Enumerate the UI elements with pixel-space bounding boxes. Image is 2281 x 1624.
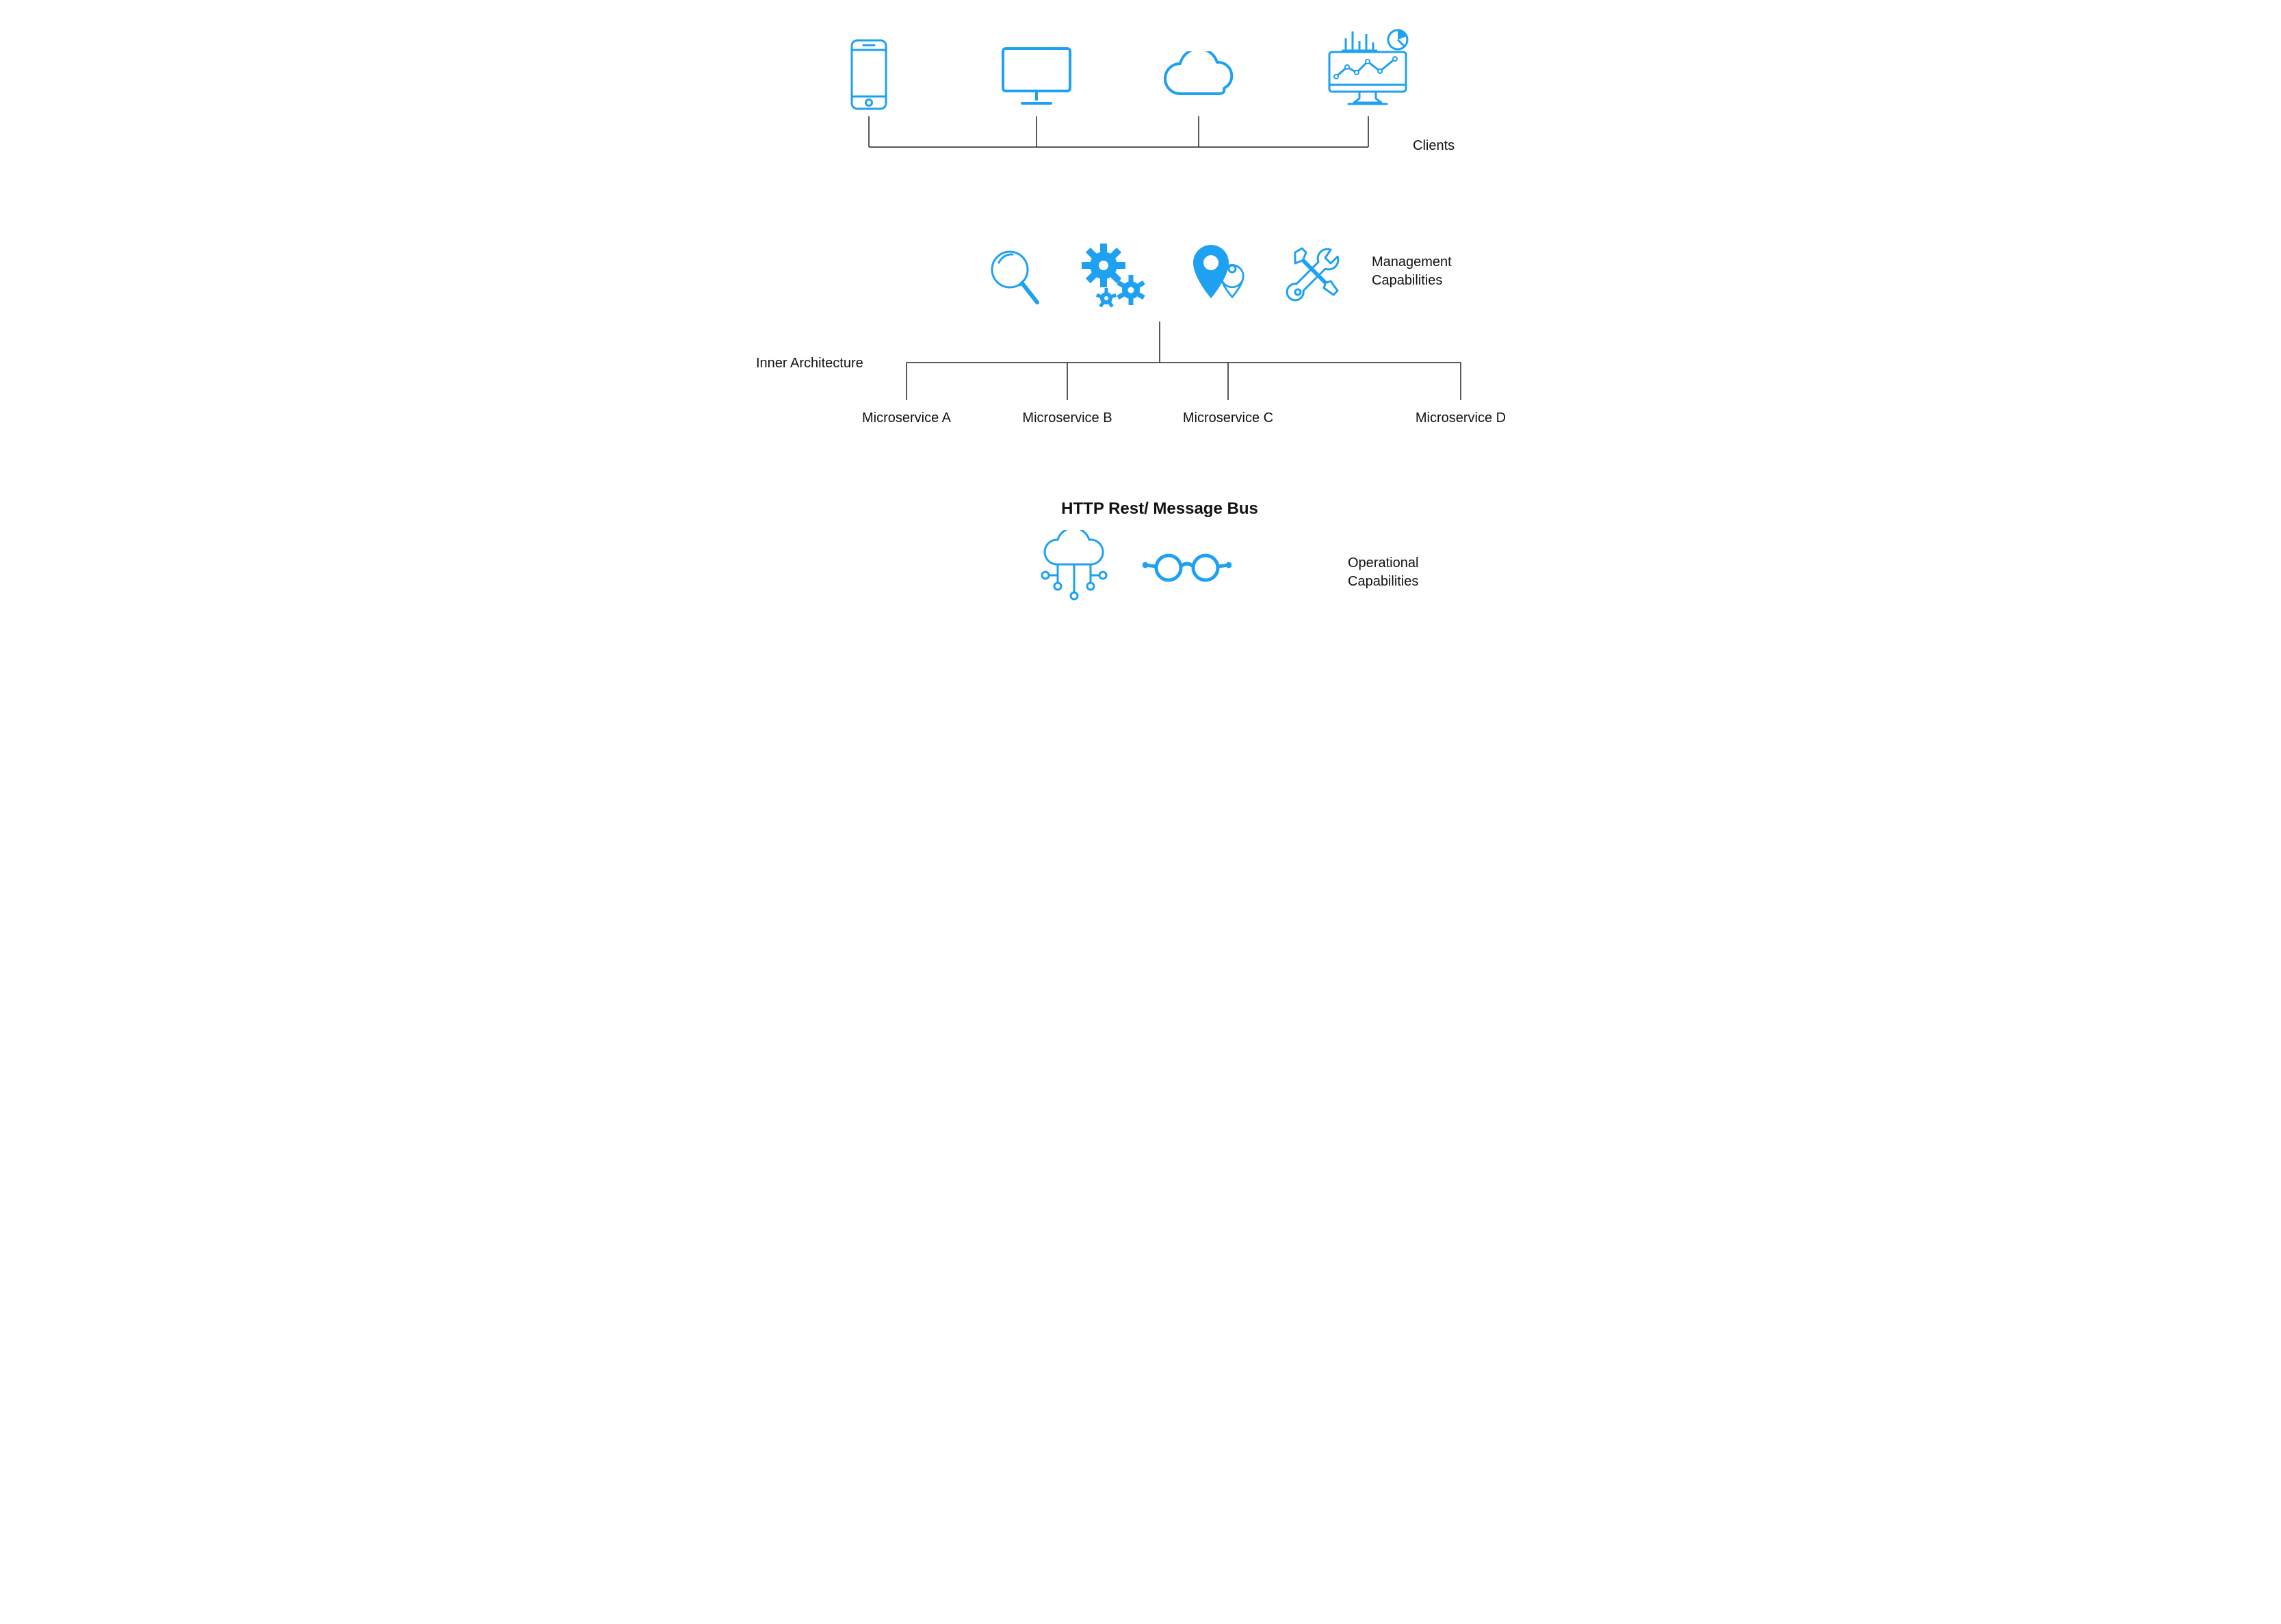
tools-icon — [1283, 243, 1348, 308]
microservice-c-label: Microservice C — [1183, 410, 1273, 426]
clients-label: Clients — [1413, 137, 1455, 155]
glasses-icon — [1143, 547, 1231, 585]
http-rest-message-bus-title: HTTP Rest/ Message Bus — [1061, 499, 1258, 519]
microservice-b-label: Microservice B — [1022, 410, 1112, 426]
cloud-network-icon — [1033, 530, 1115, 605]
magnifier-icon — [985, 246, 1043, 311]
location-pin-icon — [1184, 239, 1255, 311]
microservice-a-label: Microservice A — [862, 410, 951, 426]
management-capabilities-label: Management Capabilities — [1372, 253, 1452, 290]
connectors — [684, 0, 1597, 650]
microservice-d-label: Microservice D — [1416, 410, 1506, 426]
smartphone-icon — [838, 38, 900, 113]
inner-architecture-label: Inner Architecture — [756, 354, 863, 373]
cloud-icon — [1156, 51, 1242, 106]
architecture-diagram: Clients Management Capabilities Inner Ar… — [684, 0, 1597, 650]
analytics-monitor-icon — [1324, 27, 1416, 109]
operational-capabilities-label: Operational Capabilities — [1348, 554, 1418, 591]
gears-icon — [1078, 239, 1153, 311]
monitor-icon — [999, 44, 1074, 109]
